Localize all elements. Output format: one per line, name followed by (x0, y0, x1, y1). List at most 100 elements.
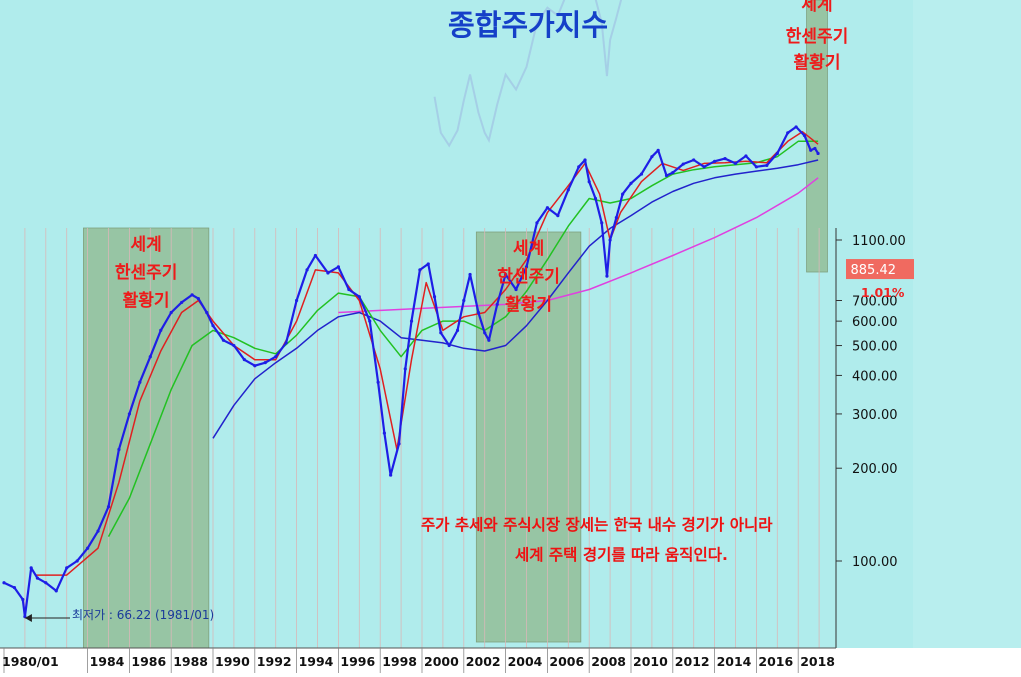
price-point (614, 216, 618, 220)
y-tick-label-300: 300.00 (852, 408, 898, 423)
overflow-panel-background (913, 0, 1021, 648)
price-point (681, 162, 685, 166)
price-point (180, 300, 184, 305)
price-point (439, 331, 443, 335)
price-point (382, 431, 386, 435)
price-point (347, 287, 351, 292)
price-point (794, 125, 798, 129)
price-point (744, 154, 748, 158)
shaded-period-3 (806, 0, 828, 273)
moving-average-mid (107, 140, 819, 537)
price-point (608, 238, 612, 242)
price-point (148, 355, 152, 359)
x-tick-label-2016: 2016 (758, 654, 793, 669)
price-point (65, 566, 69, 570)
price-point (211, 324, 215, 328)
chart-title: 종합주가지수 (448, 8, 608, 42)
price-point (545, 206, 550, 210)
low-point-label: 최저가 : 66.22 (1981/01) (72, 608, 214, 622)
shaded-period-1-label-2: 한센주기 (115, 263, 178, 283)
x-tick-label-1988: 1988 (173, 654, 208, 669)
x-tick-label-2014: 2014 (717, 654, 752, 669)
y-tick-label-1100: 1100.00 (852, 234, 906, 249)
x-tick-label-2010: 2010 (633, 654, 668, 669)
moving-average-short (35, 130, 819, 576)
price-point (196, 297, 200, 301)
price-point (2, 581, 6, 585)
price-point (692, 158, 696, 162)
price-point (566, 188, 570, 192)
x-tick-label-1980/01: 1980/01 (2, 654, 59, 669)
y-tick-label-600: 600.00 (852, 315, 898, 330)
price-point (504, 272, 508, 277)
shaded-period-3-label-3: 활황기 (794, 52, 841, 73)
price-point (802, 133, 807, 138)
price-point (75, 559, 79, 563)
price-point (44, 581, 48, 585)
price-point (35, 576, 40, 580)
x-tick-label-1986: 1986 (131, 654, 166, 669)
price-point (357, 295, 361, 299)
price-point (733, 161, 738, 165)
x-tick-label-2000: 2000 (424, 654, 459, 669)
price-point (650, 155, 654, 159)
y-tick-label-200: 200.00 (852, 462, 898, 477)
last-price-badge (846, 259, 914, 280)
x-tick-label-1996: 1996 (340, 654, 375, 669)
price-point (786, 131, 790, 135)
price-point (816, 151, 820, 156)
price-point (583, 158, 587, 162)
price-point (96, 529, 100, 533)
price-point (765, 163, 769, 168)
price-point (138, 380, 142, 384)
price-point (556, 213, 560, 218)
price-point (305, 268, 309, 272)
shaded-period-2-label-2: 한센주기 (497, 267, 560, 287)
price-point (713, 159, 717, 163)
price-point (274, 355, 278, 359)
price-point (418, 268, 422, 272)
price-point (813, 146, 817, 151)
price-point (232, 343, 236, 348)
annotation-note-line2: 세계 주택 경기를 따라 움직인다. (515, 545, 728, 564)
price-point (21, 597, 25, 602)
price-point (462, 298, 466, 303)
price-point (587, 180, 591, 184)
x-tick-label-1998: 1998 (382, 654, 417, 669)
price-point (664, 173, 669, 178)
price-point (468, 272, 472, 277)
price-point (205, 310, 209, 315)
price-point (754, 165, 759, 169)
price-point (368, 319, 372, 323)
price-point (23, 615, 27, 619)
price-point (389, 473, 393, 477)
price-point (524, 265, 529, 269)
price-point (397, 442, 401, 446)
price-point (605, 274, 609, 278)
x-tick-label-1984: 1984 (90, 654, 125, 669)
x-tick-label-2006: 2006 (549, 654, 584, 669)
y-tick-label-500: 500.00 (852, 340, 898, 355)
price-point (577, 165, 581, 169)
price-point (295, 298, 299, 303)
price-point (313, 253, 318, 258)
price-point (242, 358, 246, 362)
price-point (29, 566, 33, 570)
price-point (221, 338, 226, 342)
shaded-period-1-label-3: 활황기 (123, 290, 170, 311)
price-point (639, 172, 644, 176)
price-point (190, 293, 194, 297)
low-point-arrowhead (24, 614, 32, 622)
x-tick-label-2004: 2004 (508, 654, 543, 669)
price-point (326, 271, 330, 275)
moving-average-long (212, 159, 819, 439)
shaded-period-3-label-2: 한센주기 (786, 27, 849, 47)
x-tick-label-1990: 1990 (215, 654, 250, 669)
price-point (487, 338, 491, 342)
shaded-period-1-label-1: 세계 (130, 235, 161, 255)
last-price-label: 885.42 (851, 263, 897, 278)
price-point (447, 343, 451, 348)
y-tick-label-700: 700.00 (852, 295, 898, 310)
